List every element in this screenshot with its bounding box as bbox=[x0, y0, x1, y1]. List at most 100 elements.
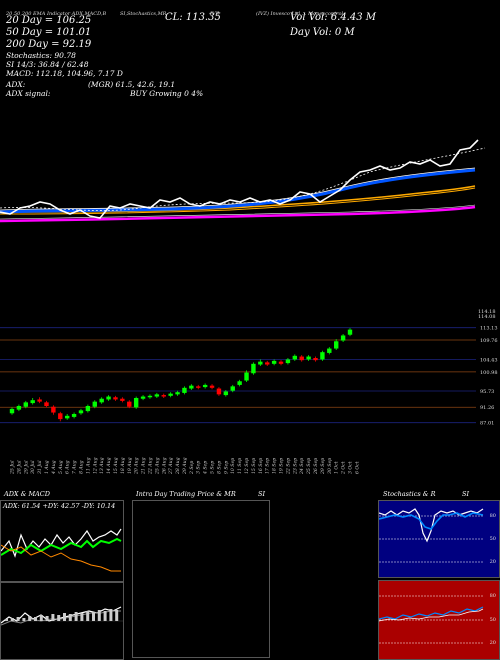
date-label: 4 Aug bbox=[51, 460, 57, 475]
ema200-line bbox=[0, 205, 476, 223]
candle-body bbox=[168, 393, 173, 396]
candle-body bbox=[64, 415, 70, 419]
header-line1b: SI,Stochastics,MR bbox=[120, 11, 167, 17]
ema20-white bbox=[0, 167, 476, 211]
candle-body bbox=[147, 395, 153, 398]
candle-body bbox=[113, 397, 118, 400]
candle-body bbox=[334, 341, 339, 349]
si-tick-20: 20 bbox=[489, 640, 496, 646]
price-tick-label: 100.98 bbox=[480, 370, 498, 376]
minus-di-line bbox=[1, 544, 121, 572]
ema200-line-glow bbox=[0, 204, 476, 220]
stoch-lines bbox=[379, 508, 484, 563]
price-tick-label: 91.26 bbox=[480, 405, 494, 411]
buy-signal: BUY Growing 0 4% bbox=[130, 89, 204, 98]
candle-body bbox=[127, 401, 132, 407]
date-label: 5 Sep bbox=[210, 461, 216, 474]
stats-block: 20 Day = 106.25 50 Day = 101.01 200 Day … bbox=[6, 15, 123, 78]
candle-body bbox=[175, 392, 180, 395]
date-label: 21 Aug bbox=[141, 457, 147, 475]
macd-hist-bar bbox=[57, 615, 61, 621]
adx-readout: ADX: 61.54 +DY: 42.57 -DY: 10.14 bbox=[3, 502, 116, 510]
candle-body bbox=[161, 395, 166, 397]
stoch-d-line bbox=[379, 512, 484, 530]
macd-hist-bar bbox=[22, 618, 26, 621]
macd-hist-bar bbox=[74, 612, 78, 621]
price-top-label-2: 114.08 bbox=[478, 314, 496, 320]
date-label: 6 Oct bbox=[354, 461, 360, 474]
candle-body bbox=[251, 363, 256, 374]
macd-lines bbox=[1, 606, 123, 626]
date-label: 12 Sep bbox=[244, 458, 250, 474]
date-label: 29 Aug bbox=[182, 457, 188, 475]
date-label: 8 Sep bbox=[216, 461, 222, 474]
candle-body bbox=[99, 398, 104, 403]
macd-hist-bar bbox=[45, 616, 49, 621]
macd-hist-bar bbox=[51, 614, 55, 621]
date-label: 2 Oct bbox=[341, 461, 347, 475]
price-tick-label: 104.43 bbox=[480, 357, 498, 363]
candle-body bbox=[30, 400, 35, 404]
date-label: 25 Jul bbox=[10, 460, 16, 475]
stoch-k-line bbox=[379, 508, 484, 543]
candle-body bbox=[37, 399, 42, 402]
date-label: 27 Aug bbox=[168, 457, 174, 475]
date-label: 24 Sep bbox=[299, 458, 305, 475]
date-label: 11 Aug bbox=[85, 457, 91, 474]
macd-hist-bar bbox=[28, 616, 32, 621]
price-line bbox=[0, 139, 479, 219]
price-tick-label: 87.01 bbox=[480, 421, 494, 427]
candle-body bbox=[278, 361, 284, 364]
macd-hist-bar bbox=[86, 611, 90, 621]
date-label: 1 Aug bbox=[44, 460, 50, 474]
macd-hist-bar bbox=[39, 615, 43, 621]
candle-body bbox=[285, 359, 291, 364]
date-label: 18 Sep bbox=[272, 458, 278, 474]
candle-body bbox=[306, 356, 311, 360]
macd-hist-bar bbox=[80, 613, 84, 621]
date-label: 5 Aug bbox=[58, 460, 64, 474]
macd-hist-bar bbox=[97, 610, 101, 621]
intraday-si-title: SI bbox=[258, 490, 266, 498]
candle-body bbox=[320, 352, 325, 360]
candle-body bbox=[85, 406, 91, 412]
macd-panel bbox=[0, 582, 124, 660]
candle-body bbox=[154, 394, 160, 397]
intraday-title: Intra Day Trading Price & MR bbox=[136, 490, 236, 498]
macd-stat: MACD: 112.18, 104.96, 7.17 D bbox=[6, 69, 123, 78]
date-label: 7 Aug bbox=[72, 460, 78, 474]
candle-body bbox=[237, 381, 242, 385]
si-stat: SI 14/3: 36.84 / 62.48 bbox=[6, 60, 89, 69]
candle-body bbox=[265, 362, 270, 365]
macd-signal-line bbox=[1, 610, 121, 626]
candle-body bbox=[16, 406, 22, 410]
candle-body bbox=[140, 396, 146, 399]
candle-body bbox=[340, 335, 346, 341]
candlestick-chart: 113.13 109.76 104.43 100.98 95.73 91.26 87.01 bbox=[0, 326, 498, 427]
candle-body bbox=[271, 360, 277, 364]
macd-hist-bar bbox=[5, 619, 8, 621]
date-label: 14 Aug bbox=[106, 457, 112, 474]
volume-label: Vol Vol: 6.4.43 M bbox=[290, 12, 376, 23]
candle-body bbox=[106, 396, 111, 400]
candle-body bbox=[51, 406, 56, 413]
date-label: 3 Oct bbox=[348, 461, 354, 474]
date-label: 16 Sep bbox=[258, 458, 264, 474]
date-label: 30 Sep bbox=[327, 458, 333, 474]
mgr-readout: (MGR) 61.5, 42.6, 19.1 bbox=[88, 80, 176, 89]
price-tick-label: 95.73 bbox=[480, 389, 494, 395]
date-label: 20 Aug bbox=[134, 457, 140, 475]
stoch-tick-20: 20 bbox=[489, 559, 496, 565]
si-tick-50: 50 bbox=[489, 617, 496, 623]
ema20-line bbox=[0, 168, 476, 214]
macd-hist-bar bbox=[115, 610, 119, 621]
macd-hist-bar bbox=[16, 617, 20, 621]
date-label: 30 Jul bbox=[30, 460, 36, 474]
ema200-stat: 200 Day = 92.19 bbox=[6, 39, 92, 50]
stoch-si-title: SI bbox=[462, 490, 470, 498]
candle-body bbox=[244, 372, 249, 381]
adx-label: ADX: bbox=[6, 80, 26, 89]
header-symbol: IVZ bbox=[210, 11, 220, 17]
date-label: 28 Aug bbox=[175, 457, 181, 475]
price-tick-label: 109.76 bbox=[480, 338, 498, 344]
